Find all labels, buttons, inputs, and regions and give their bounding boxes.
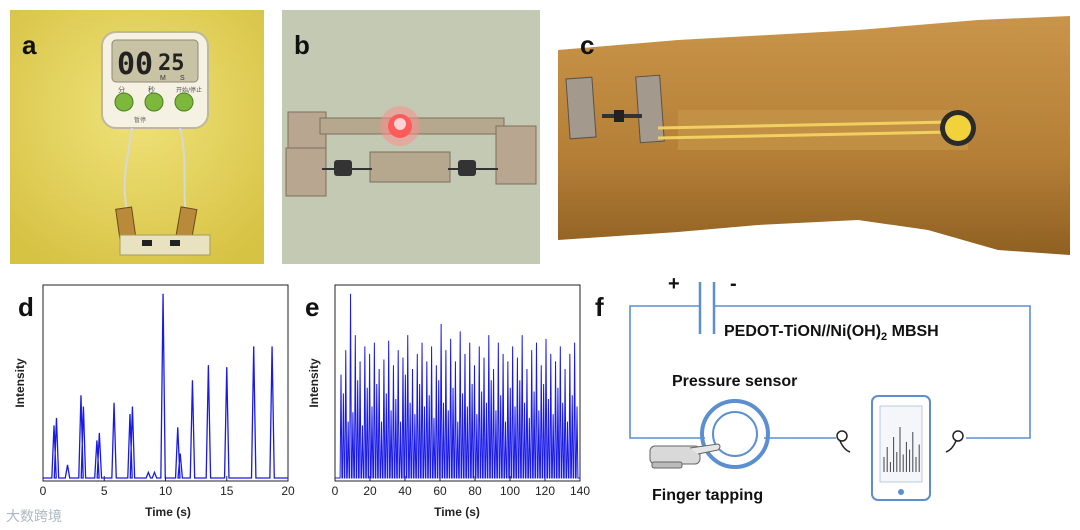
timer-minutes: 00	[117, 47, 153, 82]
timer-btn1-label: 分	[118, 85, 125, 94]
chart-e-xlabel: Time (s)	[434, 505, 480, 519]
timer-btn3-label: 开始/停止	[176, 86, 202, 94]
photo-b-led-circuit	[282, 10, 540, 264]
chart-d-xlabel: Time (s)	[145, 505, 191, 519]
photo-c-arm-sensor	[558, 10, 1070, 264]
timer-display	[111, 39, 199, 83]
timer-seconds: 25	[158, 51, 185, 76]
pressure-sensor-outer	[700, 399, 770, 469]
wire-left	[629, 305, 705, 439]
chart-e-xtick-label: 20	[363, 484, 377, 498]
photo-a-drawing: 00 25 M S 分 秒 开始/停止 暂停	[10, 10, 264, 264]
timer-button-2	[144, 92, 164, 112]
chart-d-xtick-label: 20	[281, 484, 295, 498]
chart-e-xtick-label: 40	[398, 484, 412, 498]
panel-label-f: f	[595, 292, 604, 322]
finger-label: Finger tapping	[652, 487, 763, 504]
timer-small-label: 暂停	[134, 116, 146, 124]
timer-unit-m: M	[160, 75, 166, 82]
chart-d-xtick-label: 0	[40, 484, 47, 498]
device-label: PEDOT-TiON//Ni(OH)2 MBSH	[724, 323, 939, 343]
timer-btn2-label: 秒	[148, 85, 155, 94]
chart-e: 0 20 40 60 80 100 120 140 Time (s) Intensity	[307, 284, 590, 519]
chart-e-xtick-label: 80	[468, 484, 482, 498]
chart-d-xtick-label: 15	[220, 484, 234, 498]
timer-unit-s: S	[180, 75, 185, 82]
photo-c-drawing	[558, 16, 1070, 255]
chart-e-ylabel: Intensity	[307, 358, 321, 408]
chart-e-xtick-label: 100	[500, 484, 520, 498]
chart-e-xtick-label: 120	[535, 484, 555, 498]
panel-label-d: d	[18, 292, 34, 322]
chart-d-xtick-label: 5	[101, 484, 108, 498]
watermark: 大数跨境	[6, 509, 62, 525]
panel-label-b: b	[294, 30, 310, 60]
timer-button-3	[174, 92, 194, 112]
finger-hand-icon	[649, 443, 721, 469]
photo-a-timer-circuit: 00 25 M S 分 秒 开始/停止 暂停	[10, 10, 264, 264]
panel-label-e: e	[305, 292, 320, 322]
smartphone-icon	[871, 395, 931, 501]
chart-e-series-line	[335, 293, 580, 479]
pressure-sensor-inner	[712, 411, 758, 457]
sensor-label: Pressure sensor	[672, 373, 797, 390]
chart-e-xtick-label: 0	[332, 484, 339, 498]
panel-label-a: a	[22, 30, 37, 60]
panel-label-c: c	[580, 30, 595, 60]
chart-e-frame	[334, 284, 581, 482]
chart-d-series-line	[43, 293, 288, 479]
wire-right	[714, 305, 1031, 439]
minus-sign: -	[730, 273, 737, 295]
timer-button-1	[114, 92, 134, 112]
chart-e-xtick-label: 140	[570, 484, 590, 498]
chart-d-xtick-label: 10	[159, 484, 173, 498]
photo-b-drawing	[282, 10, 540, 264]
chart-e-xtick-label: 60	[433, 484, 447, 498]
plus-sign: +	[668, 273, 680, 295]
chart-d: 0 5 10 15 20 Time (s) Intensity	[13, 284, 295, 519]
diagram-f: + - PEDOT-TiON//Ni(OH)2 MBSH Pressure se…	[629, 273, 1031, 504]
chart-d-ylabel: Intensity	[13, 358, 27, 408]
